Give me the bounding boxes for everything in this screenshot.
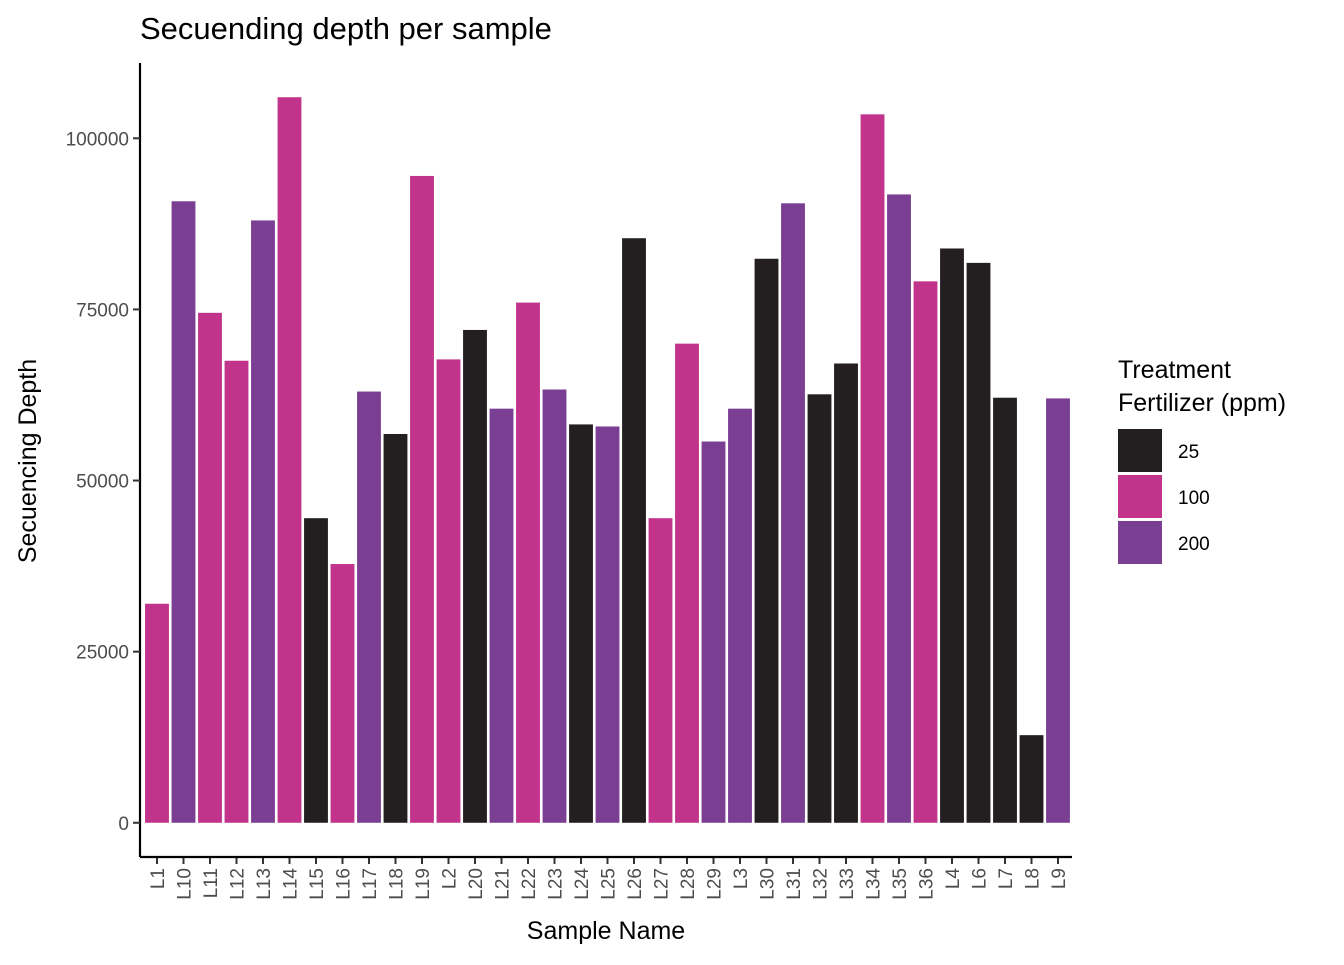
- y-axis-title: Secuencing Depth: [14, 359, 42, 563]
- x-tick-label: L36: [917, 868, 938, 900]
- bar-l18: [383, 433, 408, 823]
- bar-l32: [807, 394, 832, 823]
- legend-swatch-25: [1118, 429, 1162, 472]
- y-tick-label: 0: [118, 814, 129, 835]
- legend-title-line1: Treatment: [1118, 356, 1231, 384]
- bar-l19: [410, 175, 434, 823]
- bar-l9: [1046, 398, 1070, 823]
- x-tick-label: L20: [466, 868, 487, 900]
- bar-l33: [834, 363, 858, 823]
- x-tick-label: L14: [281, 868, 302, 900]
- chart-title: Secuending depth per sample: [140, 11, 552, 46]
- x-tick-label: L10: [175, 868, 196, 900]
- x-tick-label: L15: [307, 868, 328, 900]
- x-axis-title: Sample Name: [527, 917, 685, 945]
- x-tick-label: L34: [864, 868, 885, 900]
- bar-l11: [198, 312, 222, 823]
- x-tick-label: L35: [890, 868, 911, 900]
- x-tick-label: L6: [970, 868, 991, 889]
- x-tick-label: L16: [334, 868, 355, 900]
- legend-label-25: 25: [1178, 442, 1199, 463]
- x-tick-label: L2: [440, 868, 461, 889]
- x-tick-label: L18: [387, 868, 408, 900]
- bar-l28: [675, 343, 699, 823]
- x-tick-label: L3: [731, 868, 752, 889]
- x-tick-label: L13: [254, 868, 275, 900]
- x-tick-label: L23: [546, 868, 567, 900]
- x-tick-label: L9: [1049, 868, 1070, 889]
- bar-l22: [516, 302, 540, 823]
- y-tick-label: 25000: [76, 643, 129, 664]
- bar-l7: [993, 397, 1017, 823]
- bar-l34: [860, 114, 885, 823]
- bar-l27: [648, 518, 673, 823]
- bars-group: [145, 97, 1070, 823]
- bar-l1: [145, 603, 169, 823]
- legend-title-line2: Fertilizer (ppm): [1118, 389, 1286, 417]
- x-tick-label: L28: [678, 868, 699, 900]
- bar-l10: [171, 201, 196, 823]
- x-tick-label: L27: [652, 868, 673, 900]
- x-tick-label: L12: [228, 868, 249, 900]
- x-axis: L1 L10 L11 L12 L13 L14 L15 L16 L17 L18 L19 L2 L20 L21…: [140, 855, 1072, 900]
- x-tick-label: L22: [519, 868, 540, 900]
- x-tick-label: L33: [837, 868, 858, 900]
- x-tick-label: L31: [784, 868, 805, 900]
- x-tick-label: L25: [599, 868, 620, 900]
- legend: Treatment Fertilizer (ppm) 25 100 200: [1118, 356, 1286, 564]
- bar-l31: [781, 203, 805, 823]
- x-tick-label: L29: [705, 868, 726, 900]
- bar-l25: [595, 426, 620, 823]
- bar-l35: [887, 194, 911, 823]
- legend-label-100: 100: [1178, 488, 1210, 509]
- bar-l23: [542, 389, 567, 823]
- bar-l24: [569, 424, 593, 823]
- bar-l8: [1019, 735, 1044, 823]
- y-tick-label: 100000: [66, 129, 129, 150]
- bar-l17: [357, 391, 381, 823]
- x-tick-label: L26: [625, 868, 646, 900]
- x-tick-label: L4: [943, 868, 964, 890]
- x-tick-label: L17: [360, 868, 381, 900]
- y-axis: 0 25000 50000 75000 100000: [66, 63, 142, 857]
- legend-label-200: 200: [1178, 534, 1210, 555]
- legend-swatch-200: [1118, 521, 1162, 564]
- x-tick-label: L1: [148, 868, 169, 889]
- bar-l29: [701, 441, 726, 823]
- bar-l20: [463, 329, 487, 823]
- y-tick-label: 50000: [76, 472, 129, 493]
- bar-l3: [728, 408, 752, 823]
- x-tick-label: L21: [493, 868, 514, 900]
- x-tick-label: L11: [201, 868, 222, 898]
- x-tick-label: L8: [1023, 868, 1044, 889]
- x-tick-label: L19: [413, 868, 434, 900]
- bar-l26: [622, 238, 646, 823]
- bar-l14: [277, 97, 302, 823]
- bar-l36: [913, 281, 938, 823]
- legend-items: 25 100 200: [1118, 429, 1210, 564]
- x-tick-label: L24: [572, 868, 593, 900]
- bar-l13: [251, 220, 275, 823]
- bar-l30: [754, 258, 779, 823]
- bar-l16: [330, 564, 355, 823]
- y-tick-label: 75000: [76, 300, 129, 321]
- bar-l15: [304, 518, 328, 823]
- x-tick-label: L32: [811, 868, 832, 900]
- x-tick-label: L7: [996, 868, 1017, 889]
- x-tick-label: L30: [758, 868, 779, 900]
- legend-swatch-100: [1118, 475, 1162, 518]
- bar-l21: [489, 408, 514, 823]
- bar-l12: [224, 360, 249, 823]
- bar-l2: [436, 359, 461, 823]
- bar-l4: [940, 248, 964, 823]
- bar-l6: [966, 262, 991, 823]
